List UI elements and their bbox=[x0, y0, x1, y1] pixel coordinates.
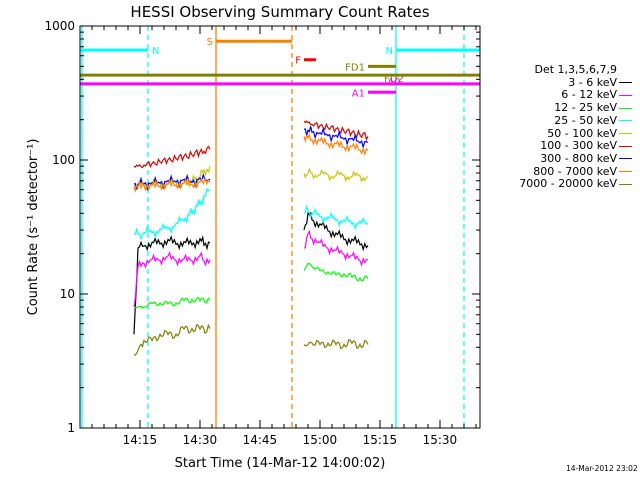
flag-label-2: S bbox=[207, 37, 213, 48]
y-axis: 1 10 100 1000 bbox=[44, 19, 480, 435]
legend: Det 1,3,5,6,7,9 3 - 6 keV 6 - 12 keV 12 - … bbox=[492, 63, 632, 191]
series-8-segment-1 bbox=[303, 339, 369, 350]
legend-item: 6 - 12 keV bbox=[492, 89, 632, 102]
legend-item-label: 100 - 300 keV bbox=[540, 139, 617, 153]
series-8-segment-0 bbox=[133, 323, 211, 356]
legend-swatch bbox=[619, 82, 632, 84]
legend-item: 50 - 100 keV bbox=[492, 126, 632, 141]
y-tick-label-2: 100 bbox=[52, 153, 75, 167]
series-5-segment-1 bbox=[303, 120, 369, 142]
series-6-segment-0 bbox=[133, 172, 211, 192]
series-3-segment-0 bbox=[133, 187, 211, 242]
legend-swatch bbox=[619, 158, 632, 160]
series-1-segment-0 bbox=[133, 251, 211, 308]
legend-item: 100 - 300 keV bbox=[492, 139, 632, 153]
x-tick-label-0: 14:15 bbox=[123, 433, 158, 447]
flag-label-6: A0 bbox=[387, 77, 400, 88]
flag-label-4: FD1 bbox=[345, 62, 365, 73]
series-layer bbox=[133, 120, 369, 356]
legend-swatch bbox=[619, 145, 632, 147]
legend-item: 12 - 25 keV bbox=[492, 101, 632, 115]
flag-label-1: N bbox=[386, 46, 393, 57]
legend-item: 300 - 800 keV bbox=[492, 151, 632, 166]
x-tick-label-5: 15:30 bbox=[423, 433, 458, 447]
legend-swatch bbox=[619, 120, 632, 122]
legend-swatch bbox=[619, 183, 632, 185]
legend-item-label: 300 - 800 keV bbox=[540, 151, 617, 165]
series-6-segment-1 bbox=[303, 126, 369, 150]
legend-swatch bbox=[619, 171, 632, 173]
series-5-segment-0 bbox=[133, 145, 211, 169]
legend-item: 3 - 6 keV bbox=[492, 75, 632, 90]
series-0-segment-1 bbox=[303, 211, 369, 252]
flag-label-5: FD2 bbox=[384, 74, 404, 85]
plot-frame bbox=[79, 25, 481, 429]
legend-item-label: 50 - 100 keV bbox=[547, 126, 617, 140]
series-0-segment-0 bbox=[133, 235, 211, 335]
series-1-segment-1 bbox=[303, 229, 369, 267]
legend-item: 800 - 7000 keV bbox=[492, 164, 632, 179]
series-4-segment-1 bbox=[303, 167, 369, 184]
legend-item-label: 25 - 50 keV bbox=[554, 113, 617, 127]
series-3-segment-1 bbox=[303, 204, 369, 231]
legend-item: 7000 - 20000 keV bbox=[492, 177, 632, 191]
x-tick-label-4: 15:15 bbox=[363, 433, 398, 447]
legend-swatch bbox=[619, 107, 632, 109]
x-axis: 14:15 14:30 14:45 15:00 15:15 15:30 bbox=[79, 26, 477, 447]
x-tick-label-2: 14:45 bbox=[243, 433, 278, 447]
legend-item-label: 12 - 25 keV bbox=[554, 101, 617, 115]
legend-item: 25 - 50 keV bbox=[492, 113, 632, 128]
legend-item-label: 6 - 12 keV bbox=[561, 88, 617, 102]
date-stamp: 14-Mar-2012 23:02 bbox=[566, 464, 638, 473]
y-tick-label-0: 1 bbox=[67, 421, 75, 435]
series-2-segment-0 bbox=[133, 296, 211, 309]
y-axis-label: Count Rate (s⁻¹ detector⁻¹) bbox=[26, 139, 41, 316]
legend-title: Det 1,3,5,6,7,9 bbox=[534, 63, 617, 76]
x-axis-label: Start Time (14-Mar-12 14:00:02) bbox=[175, 456, 386, 471]
chart-title: HESSI Observing Summary Count Rates bbox=[130, 3, 429, 21]
legend-item-label: 800 - 7000 keV bbox=[533, 164, 617, 178]
series-2-segment-1 bbox=[303, 262, 369, 282]
y-tick-label-1: 10 bbox=[60, 287, 75, 301]
series-7-segment-1 bbox=[303, 132, 369, 157]
legend-item-label: 3 - 6 keV bbox=[568, 75, 617, 89]
series-7-segment-0 bbox=[133, 176, 211, 193]
legend-swatch bbox=[619, 133, 632, 135]
flag-label-3: F bbox=[295, 56, 301, 67]
legend-swatch bbox=[619, 94, 632, 96]
vertical-marker-lines bbox=[81, 26, 465, 428]
flag-label-0: N bbox=[152, 46, 159, 57]
legend-item-label: 7000 - 20000 keV bbox=[519, 177, 617, 191]
flag-label-7: A1 bbox=[352, 88, 365, 99]
y-tick-label-3: 1000 bbox=[44, 19, 75, 33]
x-tick-label-3: 15:00 bbox=[303, 433, 338, 447]
x-tick-label-1: 14:30 bbox=[183, 433, 218, 447]
